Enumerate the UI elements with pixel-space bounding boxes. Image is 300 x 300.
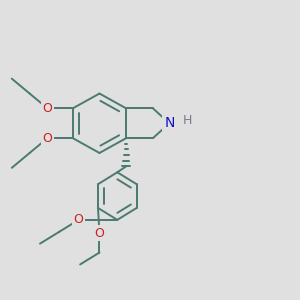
Text: N: N [164,116,175,130]
Text: O: O [74,213,84,226]
Text: O: O [43,132,52,145]
Text: H: H [183,114,192,127]
Text: O: O [43,102,52,115]
Text: O: O [94,227,104,240]
